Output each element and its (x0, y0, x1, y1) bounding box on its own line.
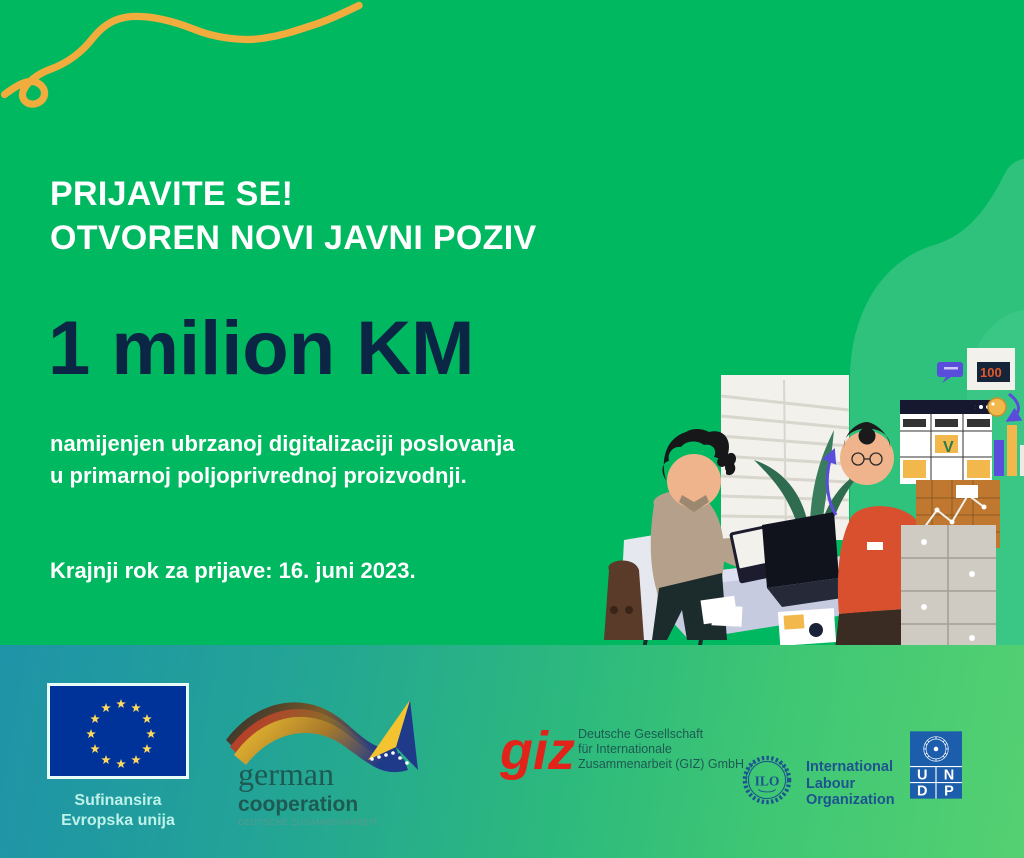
svg-text:U: U (917, 768, 927, 784)
svg-text:ILO: ILO (755, 774, 780, 789)
svg-text:100: 100 (980, 365, 1002, 380)
svg-text:V: V (943, 439, 954, 456)
svg-text:cooperation: cooperation (238, 793, 358, 816)
svg-text:P: P (944, 784, 954, 800)
svg-text:DEUTSCHE ZUSAMMENARBEIT: DEUTSCHE ZUSAMMENARBEIT (238, 817, 378, 827)
svg-text:german: german (238, 756, 334, 792)
svg-text:D: D (917, 784, 927, 800)
svg-text:N: N (944, 768, 954, 784)
